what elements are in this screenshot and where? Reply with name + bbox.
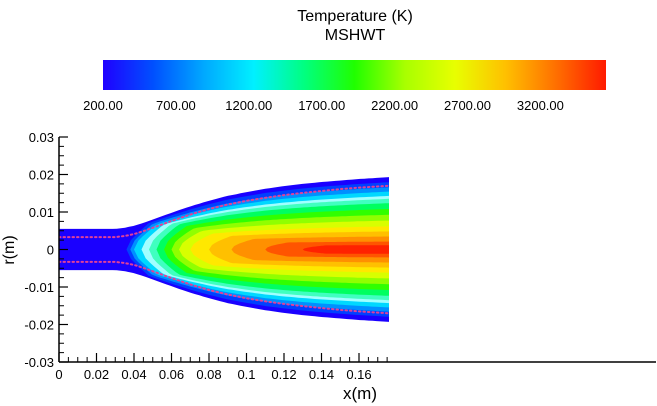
y-tick-label: -0.02 <box>24 318 54 333</box>
x-tick-label: 0.02 <box>84 367 109 382</box>
colorbar-tick-label: 1700.00 <box>298 98 345 113</box>
colorbar-tick-label: 3200.00 <box>517 98 564 113</box>
colorbar-tick-label: 1200.00 <box>225 98 272 113</box>
chart-title: Temperature (K) <box>297 8 413 25</box>
temperature-field <box>59 177 390 322</box>
x-tick-label: 0.04 <box>121 367 146 382</box>
colorbar-ticks: 200.00 700.00 1200.00 1700.00 2200.00 2700.00… <box>83 98 564 113</box>
y-tick-label: 0.01 <box>29 205 54 220</box>
x-tick-label: 0.06 <box>159 367 184 382</box>
y-tick-label: -0.03 <box>24 355 54 370</box>
x-tick-label: 0.16 <box>346 367 371 382</box>
y-tick-label: 0.02 <box>29 168 54 183</box>
x-tick-label: 0.08 <box>196 367 221 382</box>
colorbar-tick-label: 2200.00 <box>371 98 418 113</box>
y-tick-label: 0.03 <box>29 130 54 145</box>
dotted-contour-lower <box>59 260 390 315</box>
x-tick-label: 0.14 <box>309 367 334 382</box>
x-tick-label: 0 <box>55 367 62 382</box>
y-tick-label: 0 <box>47 243 54 258</box>
colorbar-tick-label: 2700.00 <box>444 98 491 113</box>
axes: 0 0.02 0.04 0.06 0.08 0.1 0.12 0.14 0.16 0.03 0.02… <box>24 130 656 382</box>
chart-subtitle: MSHWT <box>325 27 386 44</box>
x-tick-label: 0.1 <box>237 367 255 382</box>
field-band-14 <box>302 245 389 254</box>
y-axis-label: r(m) <box>1 235 18 264</box>
x-axis-label: x(m) <box>343 384 377 403</box>
colorbar-tick-label: 700.00 <box>156 98 196 113</box>
x-tick-label: 0.12 <box>271 367 296 382</box>
colorbar-tick-label: 200.00 <box>83 98 123 113</box>
dotted-contour-upper <box>59 184 390 239</box>
y-tick-label: -0.01 <box>24 280 54 295</box>
colorbar <box>103 60 606 90</box>
